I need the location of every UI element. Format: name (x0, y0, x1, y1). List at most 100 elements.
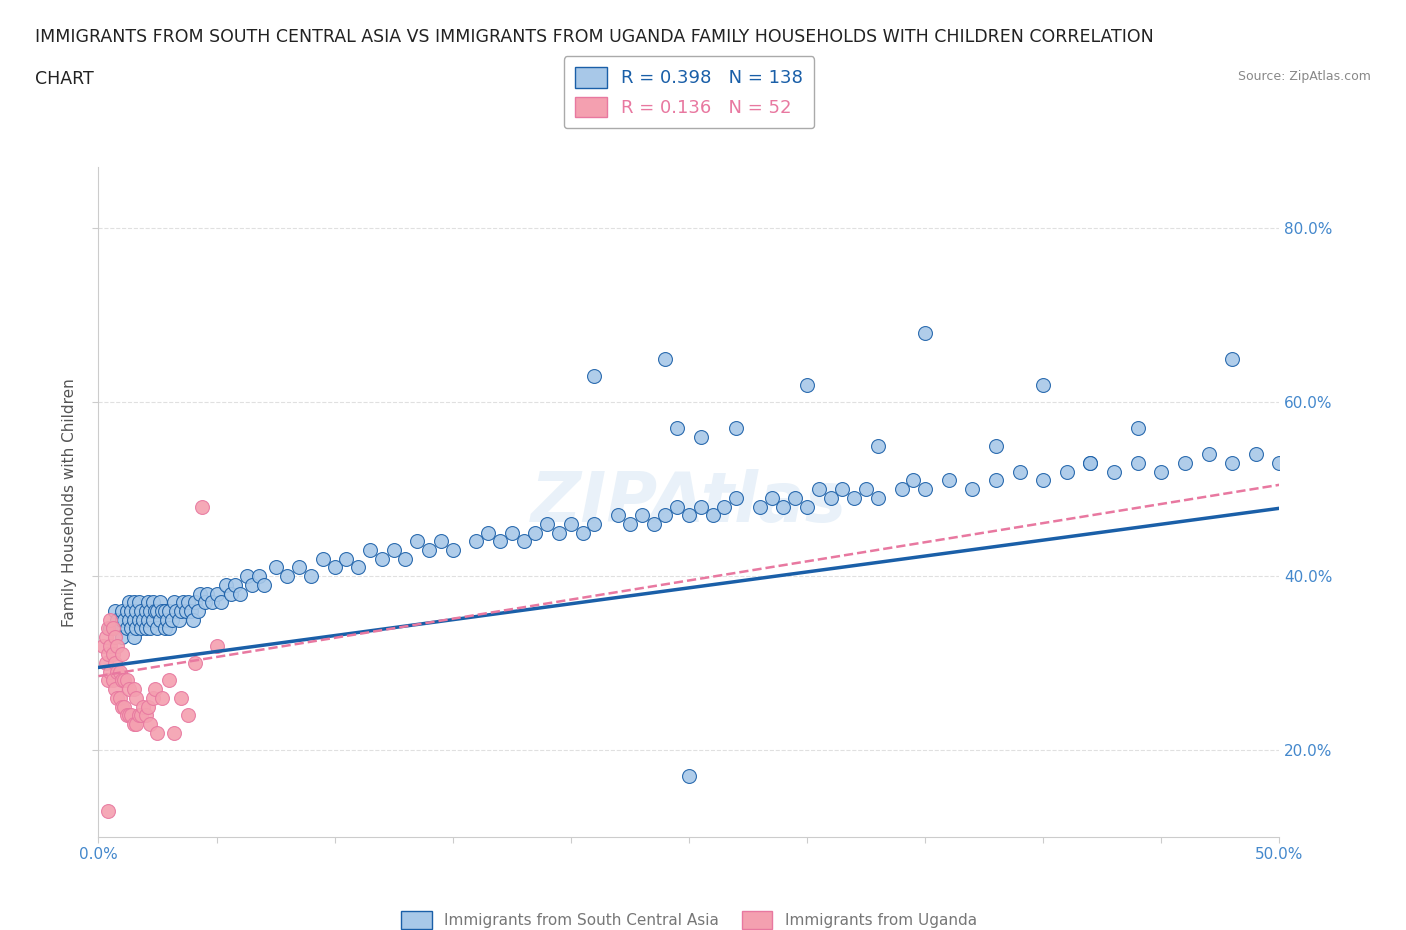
Point (160, 612, 183, 627)
Point (143, 604, 166, 618)
Point (441, 542, 464, 557)
Point (104, 656, 127, 671)
Point (94, 656, 117, 671)
Point (172, 595, 194, 610)
Point (984, 438, 1007, 453)
Point (654, 352, 676, 366)
Point (347, 560, 370, 575)
Point (560, 516, 582, 531)
Point (122, 630, 145, 644)
Point (619, 516, 641, 531)
Point (394, 551, 416, 566)
Point (146, 725, 169, 740)
Point (194, 595, 217, 610)
Point (903, 473, 925, 488)
Point (128, 595, 150, 610)
Point (725, 490, 748, 505)
Point (94, 630, 117, 644)
Point (489, 534, 512, 549)
Point (477, 525, 499, 540)
Point (111, 612, 134, 627)
Point (938, 473, 960, 488)
Point (125, 716, 148, 731)
Point (111, 604, 134, 618)
Point (583, 516, 606, 531)
Point (571, 525, 593, 540)
Point (122, 716, 145, 731)
Point (689, 499, 711, 514)
Point (122, 595, 145, 610)
Point (163, 595, 186, 610)
Point (146, 621, 169, 636)
Point (163, 725, 186, 740)
Point (1080, 456, 1102, 471)
Point (170, 690, 193, 705)
Point (111, 673, 134, 688)
Point (371, 551, 394, 566)
Point (156, 612, 179, 627)
Point (98, 621, 121, 636)
Point (115, 708, 138, 723)
Point (129, 621, 152, 636)
Point (105, 664, 128, 679)
Point (796, 378, 818, 392)
Point (157, 673, 180, 688)
Point (129, 708, 152, 723)
Point (205, 638, 228, 653)
Point (962, 482, 984, 497)
Point (536, 516, 558, 531)
Point (205, 586, 228, 601)
Point (1220, 352, 1243, 366)
Point (1126, 456, 1149, 471)
Point (149, 595, 172, 610)
Point (136, 699, 159, 714)
Point (139, 716, 162, 731)
Point (583, 368, 606, 383)
Point (191, 499, 214, 514)
Point (1032, 378, 1054, 392)
Point (128, 708, 150, 723)
Point (725, 421, 748, 436)
Point (111, 699, 134, 714)
Point (101, 673, 124, 688)
Point (430, 534, 453, 549)
Point (914, 326, 936, 340)
Point (135, 708, 157, 723)
Legend: Immigrants from South Central Asia, Immigrants from Uganda: Immigrants from South Central Asia, Immi… (395, 905, 983, 930)
Point (240, 578, 263, 592)
Point (288, 560, 311, 575)
Point (807, 482, 830, 497)
Point (108, 664, 131, 679)
Point (177, 595, 200, 610)
Point (772, 499, 794, 514)
Point (512, 534, 534, 549)
Point (142, 612, 165, 627)
Point (97, 621, 120, 636)
Point (125, 690, 148, 705)
Text: Source: ZipAtlas.com: Source: ZipAtlas.com (1237, 70, 1371, 83)
Point (984, 473, 1007, 488)
Point (115, 604, 138, 618)
Point (643, 516, 665, 531)
Point (157, 604, 180, 618)
Point (101, 621, 124, 636)
Point (170, 604, 193, 618)
Point (224, 578, 246, 592)
Point (465, 534, 488, 549)
Point (630, 508, 652, 523)
Point (132, 699, 155, 714)
Point (229, 586, 252, 601)
Point (253, 578, 276, 592)
Point (98, 612, 121, 627)
Point (713, 499, 735, 514)
Point (139, 604, 162, 618)
Point (866, 490, 889, 505)
Point (524, 525, 547, 540)
Point (111, 630, 134, 644)
Point (122, 682, 145, 697)
Point (128, 612, 150, 627)
Point (174, 604, 197, 618)
Point (1198, 447, 1220, 462)
Point (136, 612, 159, 627)
Point (201, 595, 224, 610)
